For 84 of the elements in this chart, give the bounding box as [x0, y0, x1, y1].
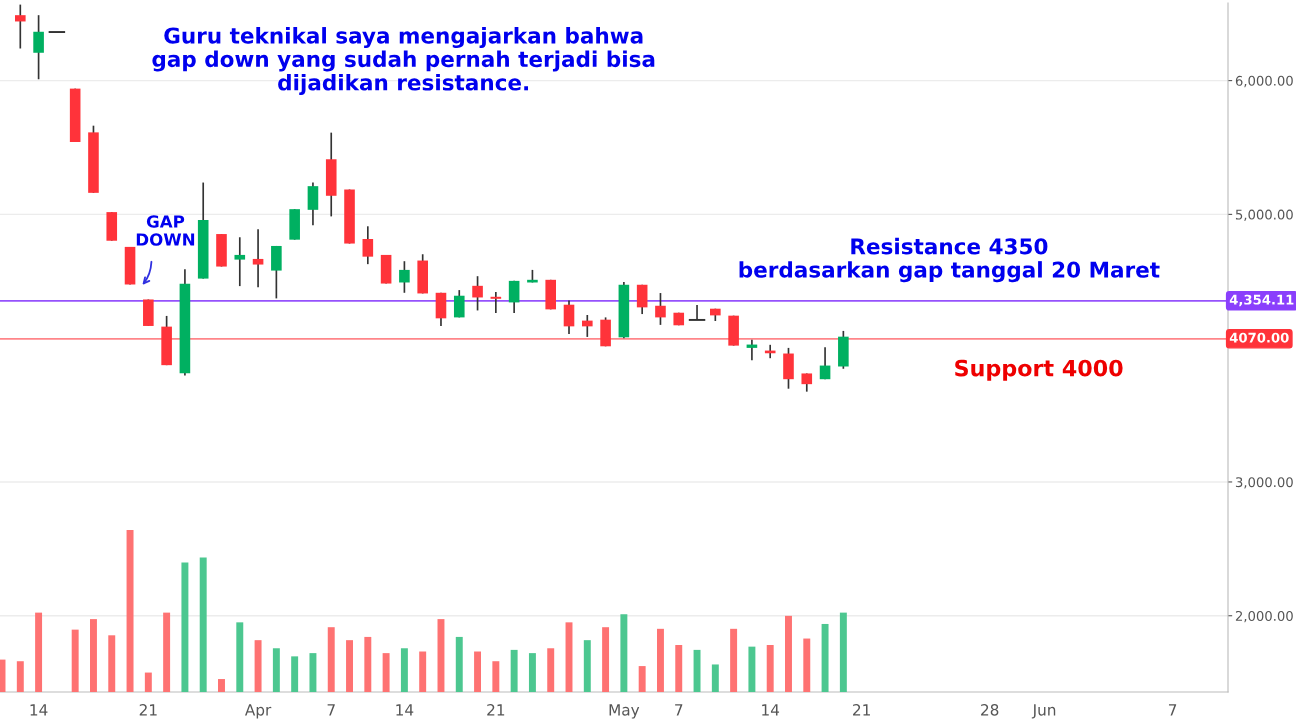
bar	[620, 614, 628, 692]
candlestick	[252, 228, 264, 288]
bar	[766, 645, 774, 692]
x-tick-label: Jun	[1031, 704, 1056, 719]
candlestick	[636, 283, 648, 315]
bar	[144, 672, 152, 692]
bar	[364, 636, 372, 692]
candlestick	[581, 314, 593, 338]
bar	[16, 661, 24, 692]
x-tick-label: 14	[30, 704, 48, 716]
candlestick	[399, 260, 410, 294]
candlestick	[362, 225, 374, 265]
x-tick-label: 7	[327, 704, 335, 716]
bar	[89, 619, 97, 692]
x-tick-label: 7	[1168, 704, 1177, 716]
candlestick	[33, 14, 44, 81]
bar	[455, 636, 463, 692]
bar	[419, 651, 427, 692]
candlestick	[801, 372, 813, 393]
y-tick-label: 6,000.00	[1235, 75, 1293, 88]
bar	[400, 648, 408, 692]
candlestick	[563, 299, 575, 335]
bar	[163, 612, 171, 692]
x-tick-label: May	[609, 704, 640, 719]
bar	[528, 653, 536, 692]
annotation: Guru teknikal saya mengajarkan bahwa gap down yang sudah pernah terjadi bisa dijadikan resistance.	[152, 27, 655, 95]
ref-line-label: 4070.00	[1229, 332, 1289, 343]
bar	[71, 629, 79, 692]
x-tick-label: 14	[396, 704, 414, 716]
bar	[492, 661, 500, 692]
y-tick-label: 3,000.00	[1235, 477, 1293, 489]
annotation: Resistance 4350 berdasarkan gap tanggal 20 Maret	[739, 237, 1160, 283]
bar	[547, 648, 555, 692]
candlestick	[472, 275, 483, 312]
x-tick-label: 21	[139, 704, 157, 716]
y-tick-label: 2,000.00	[1235, 610, 1293, 623]
candlestick	[453, 289, 465, 319]
bar	[0, 659, 6, 692]
bar	[35, 612, 43, 692]
bar	[126, 530, 134, 692]
bar	[693, 649, 701, 692]
bar	[382, 653, 390, 692]
bar	[711, 664, 719, 692]
x-tick-label: 14	[762, 704, 780, 716]
annotation: Support 4000	[955, 359, 1123, 381]
bar	[272, 648, 280, 692]
candlestick	[508, 280, 520, 314]
bar	[309, 653, 317, 692]
x-tick-label: 28	[981, 704, 999, 716]
x-tick-label: 7	[675, 704, 683, 716]
candlestick	[15, 3, 26, 50]
bar	[656, 628, 664, 692]
bar	[218, 679, 225, 692]
candlestick	[655, 292, 666, 326]
ref-line-label: 4,354.11	[1229, 294, 1294, 307]
bar	[583, 640, 591, 692]
bar	[291, 656, 299, 692]
candlestick	[490, 291, 502, 314]
bar	[785, 615, 792, 692]
candlestick	[819, 346, 831, 381]
bar	[803, 638, 811, 692]
bar	[254, 640, 262, 692]
candlestick	[234, 236, 246, 287]
y-tick-label: 5,000.00	[1235, 209, 1293, 221]
bar	[638, 666, 646, 692]
bar	[675, 645, 683, 692]
candlestick	[307, 181, 319, 227]
bar	[748, 646, 756, 692]
bar	[510, 649, 518, 692]
bar	[346, 640, 353, 692]
x-tick-label: 21	[853, 704, 870, 716]
x-tick-label: Apr	[244, 704, 272, 719]
bar	[474, 651, 482, 692]
bar	[327, 627, 335, 692]
bar	[839, 612, 847, 692]
x-tick-label: 21	[487, 704, 505, 716]
annotation: GAP DOWN	[136, 215, 195, 246]
bar	[108, 635, 116, 692]
bar	[730, 628, 738, 692]
bar	[602, 627, 610, 692]
bar	[236, 622, 244, 692]
bar	[199, 557, 207, 692]
bar	[821, 623, 829, 692]
bar	[181, 562, 189, 692]
